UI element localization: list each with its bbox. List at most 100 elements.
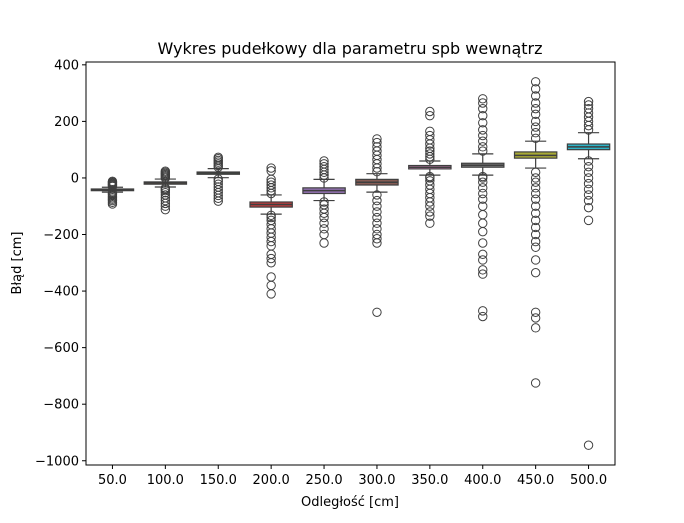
y-tick-label: −400 <box>43 285 79 300</box>
outlier-point <box>478 111 488 121</box>
outlier-point <box>107 176 118 187</box>
outlier-point <box>530 133 541 144</box>
outlier-point <box>530 313 541 323</box>
outlier-point <box>372 307 382 317</box>
outlier-point <box>583 195 594 206</box>
chart-title: Wykres pudełkowy dla parametru spb wewną… <box>157 39 542 58</box>
outlier-point <box>425 130 435 141</box>
outlier-point <box>530 177 541 187</box>
outlier-point <box>266 166 276 176</box>
outlier-point <box>266 180 276 190</box>
outlier-point <box>319 224 329 234</box>
y-axis-label: Błąd [cm] <box>10 232 25 295</box>
outlier-point <box>213 174 223 184</box>
outlier-point <box>425 211 435 221</box>
box-group <box>408 106 452 228</box>
outlier-point <box>372 218 382 228</box>
outlier-point <box>478 183 488 193</box>
box-group <box>355 134 399 317</box>
x-tick-label: 400.0 <box>464 473 501 488</box>
outlier-point <box>372 224 382 234</box>
outlier-point <box>583 103 594 114</box>
outlier-point <box>530 236 541 247</box>
outlier-point <box>478 136 488 146</box>
outlier-point <box>319 204 329 214</box>
outlier-point <box>425 207 435 217</box>
box-group <box>460 94 505 322</box>
outlier-point <box>530 116 541 127</box>
outlier-point <box>530 122 541 132</box>
outlier-point <box>425 218 435 228</box>
y-axis: 400 200 0 −200 −400 −600 −800 −1000 <box>35 58 86 469</box>
outlier-point <box>372 134 382 144</box>
outlier-point <box>478 255 488 265</box>
outlier-point <box>160 166 171 176</box>
outlier-point <box>478 249 488 260</box>
outlier-point <box>530 323 541 333</box>
outlier-point <box>583 440 594 450</box>
outlier-point <box>583 178 594 189</box>
outlier-point <box>319 197 329 207</box>
outlier-point <box>583 190 594 200</box>
outlier-point <box>266 177 276 187</box>
outlier-point <box>425 126 435 136</box>
outlier-point <box>478 98 488 108</box>
outlier-point <box>478 125 488 135</box>
outlier-point <box>530 91 541 101</box>
x-tick-label: 250.0 <box>305 473 342 488</box>
outlier-point <box>478 265 488 275</box>
outlier-point <box>266 272 276 282</box>
outlier-point <box>372 190 382 200</box>
outlier-point <box>530 229 541 240</box>
outlier-point <box>478 142 488 152</box>
y-tick-label: −1000 <box>35 454 79 469</box>
box-group <box>566 96 611 450</box>
outlier-point <box>478 130 488 141</box>
outlier-point <box>319 200 329 210</box>
outlier-point <box>478 269 488 279</box>
box-group <box>249 163 293 299</box>
box-group <box>196 152 241 206</box>
outlier-point <box>266 212 276 223</box>
outlier-point <box>530 222 541 233</box>
y-tick-label: −600 <box>43 341 79 356</box>
outlier-point <box>530 167 541 177</box>
outlier-point <box>530 84 541 94</box>
outlier-point <box>478 238 488 248</box>
outlier-point <box>530 242 541 252</box>
box-group <box>90 176 135 209</box>
x-tick-label: 450.0 <box>517 473 554 488</box>
outlier-point <box>213 176 223 187</box>
outlier-point <box>319 161 329 172</box>
outlier-point <box>372 234 382 244</box>
outlier-point <box>425 111 435 121</box>
outlier-point <box>319 229 329 240</box>
outlier-point <box>478 194 488 204</box>
outlier-point <box>583 96 594 107</box>
outlier-point <box>583 215 594 226</box>
outlier-point <box>478 188 488 199</box>
box-group <box>302 156 346 248</box>
outlier-point <box>478 201 488 211</box>
outlier-point <box>530 255 541 265</box>
outlier-point <box>478 103 488 114</box>
outlier-point <box>583 167 594 177</box>
outlier-point <box>266 210 276 220</box>
outlier-point <box>266 215 276 226</box>
outlier-point <box>213 152 223 163</box>
outlier-point <box>425 106 435 117</box>
outlier-point <box>425 146 435 156</box>
y-tick-label: −200 <box>43 228 79 243</box>
outlier-point <box>530 208 541 219</box>
x-tick-label: 350.0 <box>411 473 448 488</box>
outlier-point <box>319 218 329 228</box>
outlier-point <box>530 188 541 199</box>
outlier-point <box>530 194 541 204</box>
outlier-point <box>530 98 541 108</box>
x-tick-label: 500.0 <box>570 473 607 488</box>
outlier-point <box>530 267 541 278</box>
y-tick-label: −800 <box>43 398 79 413</box>
outlier-point <box>160 190 171 200</box>
outlier-point <box>478 146 488 156</box>
